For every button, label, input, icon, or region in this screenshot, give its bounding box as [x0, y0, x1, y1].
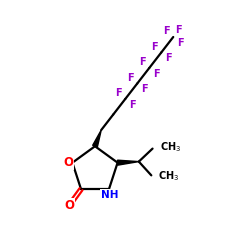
Text: CH$_3$: CH$_3$ — [160, 140, 181, 154]
Text: F: F — [176, 25, 182, 35]
Text: F: F — [177, 38, 184, 48]
Text: CH$_3$: CH$_3$ — [158, 170, 180, 183]
Text: F: F — [153, 68, 160, 78]
Text: O: O — [64, 199, 74, 212]
Text: F: F — [129, 100, 136, 110]
Text: F: F — [115, 88, 121, 99]
Text: F: F — [139, 58, 145, 68]
Text: F: F — [163, 26, 170, 36]
Text: F: F — [141, 84, 148, 94]
Text: F: F — [165, 53, 172, 63]
Text: NH: NH — [101, 190, 118, 200]
Text: F: F — [151, 42, 158, 52]
Text: F: F — [127, 73, 134, 83]
Polygon shape — [118, 160, 139, 165]
Polygon shape — [93, 130, 101, 147]
Text: O: O — [64, 156, 74, 169]
